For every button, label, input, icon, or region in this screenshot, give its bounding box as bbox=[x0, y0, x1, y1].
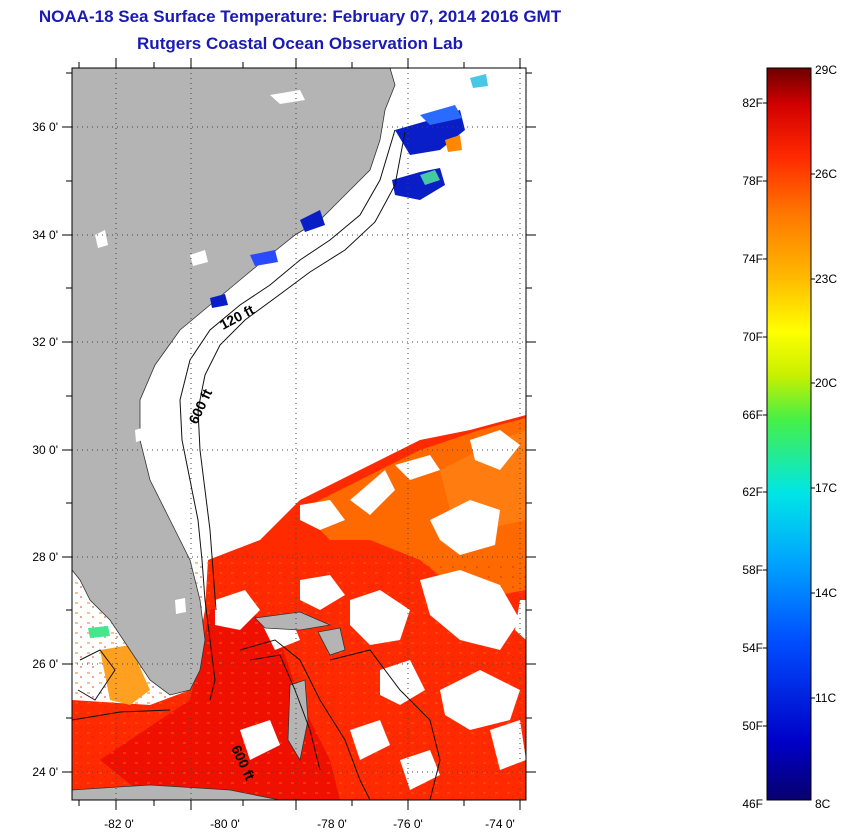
y-tick-label: 26 0' bbox=[32, 657, 58, 671]
land-bahamas-grand bbox=[254, 611, 332, 631]
map-title: NOAA-18 Sea Surface Temperature: Februar… bbox=[38, 7, 562, 26]
y-tick-label: 36 0' bbox=[32, 120, 58, 134]
colorbar-c-label: 20C bbox=[815, 376, 837, 390]
gulf-warm-patch bbox=[100, 645, 150, 705]
colorbar-f-label: 50F bbox=[742, 719, 763, 733]
colorbar-c-label: 29C bbox=[815, 63, 837, 77]
x-tick-label: -74 0' bbox=[485, 817, 515, 831]
map-subtitle: Rutgers Coastal Ocean Observation Lab bbox=[137, 34, 463, 53]
cold-water-hatteras bbox=[210, 74, 488, 308]
x-tick-label: -80 0' bbox=[210, 817, 240, 831]
y-tick-label: 30 0' bbox=[32, 443, 58, 457]
colorbar bbox=[766, 67, 812, 801]
cloud-gaps bbox=[215, 430, 526, 790]
x-tick-label: -76 0' bbox=[393, 817, 423, 831]
colorbar-f-label: 58F bbox=[742, 563, 763, 577]
map-frame bbox=[71, 67, 527, 801]
colorbar-c-label: 8C bbox=[815, 797, 831, 811]
colorbar-c-label: 23C bbox=[815, 272, 837, 286]
x-axis-labels: -82 0' -80 0' -78 0' -76 0' -74 0' bbox=[104, 817, 515, 831]
colorbar-f-label: 54F bbox=[742, 641, 763, 655]
colorbar-ticks bbox=[763, 102, 815, 727]
bathymetry-contours bbox=[72, 129, 441, 800]
land-bahamas-abaco bbox=[317, 627, 346, 656]
land-cuba bbox=[72, 784, 281, 800]
colorbar-f-label: 46F bbox=[742, 797, 763, 811]
colorbar-f-label: 78F bbox=[742, 174, 763, 188]
colorbar-c-label: 14C bbox=[815, 586, 837, 600]
land-bahamas-andros bbox=[287, 679, 309, 762]
graticule bbox=[72, 68, 526, 800]
colorbar-f-label: 62F bbox=[742, 485, 763, 499]
y-axis-labels: 36 0' 34 0' 32 0' 30 0' 28 0' 26 0' 24 0… bbox=[32, 120, 58, 779]
colorbar-f-label: 74F bbox=[742, 252, 763, 266]
colorbar-f-label: 82F bbox=[742, 96, 763, 110]
gulf-cool-patch bbox=[88, 626, 110, 638]
colorbar-c-label: 17C bbox=[815, 481, 837, 495]
colorbar-c-label: 11C bbox=[815, 691, 836, 705]
y-tick-label: 24 0' bbox=[32, 765, 58, 779]
tick-marks bbox=[62, 58, 536, 810]
colorbar-f-labels: 82F 78F 74F 70F 66F 62F 58F 54F 50F 46F bbox=[742, 96, 763, 811]
x-tick-label: -82 0' bbox=[104, 817, 134, 831]
colorbar-f-label: 66F bbox=[742, 408, 763, 422]
y-tick-label: 28 0' bbox=[32, 550, 58, 564]
colorbar-f-label: 70F bbox=[742, 330, 763, 344]
colorbar-c-labels: 29C 26C 23C 20C 17C 14C 11C 8C bbox=[815, 63, 837, 811]
y-tick-label: 32 0' bbox=[32, 335, 58, 349]
y-tick-label: 34 0' bbox=[32, 228, 58, 242]
colorbar-c-label: 26C bbox=[815, 167, 837, 181]
x-tick-label: -78 0' bbox=[317, 817, 347, 831]
